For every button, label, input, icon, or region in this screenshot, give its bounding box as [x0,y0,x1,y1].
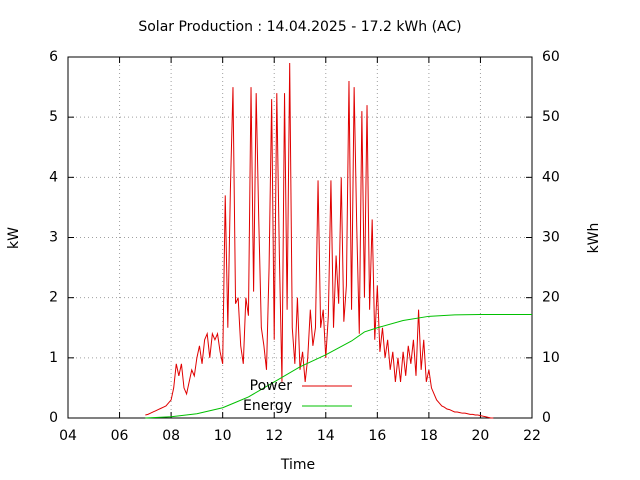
series-line [145,63,494,419]
y2-tick-label: 40 [542,169,560,185]
y2-tick-label: 60 [542,49,560,65]
plot-frame [67,56,533,419]
x-tick-label: 16 [368,428,386,444]
y-axis-label: kW [6,227,22,249]
x-tick-label: 20 [472,428,490,444]
y-tick-label: 0 [49,410,58,426]
y2-axis-label: kWh [586,223,602,254]
y2-tick-label: 30 [542,230,560,246]
y-tick-label: 2 [49,290,58,306]
y-tick-label: 1 [49,350,58,366]
y-tick-label: 3 [49,230,58,246]
x-tick-label: 14 [317,428,335,444]
y-tick-label: 4 [49,169,58,185]
x-tick-label: 04 [59,428,77,444]
y2-tick-label: 50 [542,109,560,125]
x-tick-label: 18 [420,428,438,444]
y2-tick-label: 20 [542,290,560,306]
legend-label: Energy [243,398,292,414]
x-tick-label: 06 [111,428,129,444]
legend-label: Power [250,378,293,394]
series-line [145,314,532,419]
y2-tick-label: 10 [542,350,560,366]
y-tick-label: 5 [49,109,58,125]
x-tick-label: 08 [162,428,180,444]
y-tick-label: 6 [49,49,58,65]
x-axis-label: Time [280,457,315,473]
y2-tick-label: 0 [542,410,551,426]
x-tick-label: 12 [265,428,283,444]
chart-title: Solar Production : 14.04.2025 - 17.2 kWh… [138,19,461,35]
x-tick-label: 22 [523,428,541,444]
x-tick-label: 10 [214,428,232,444]
